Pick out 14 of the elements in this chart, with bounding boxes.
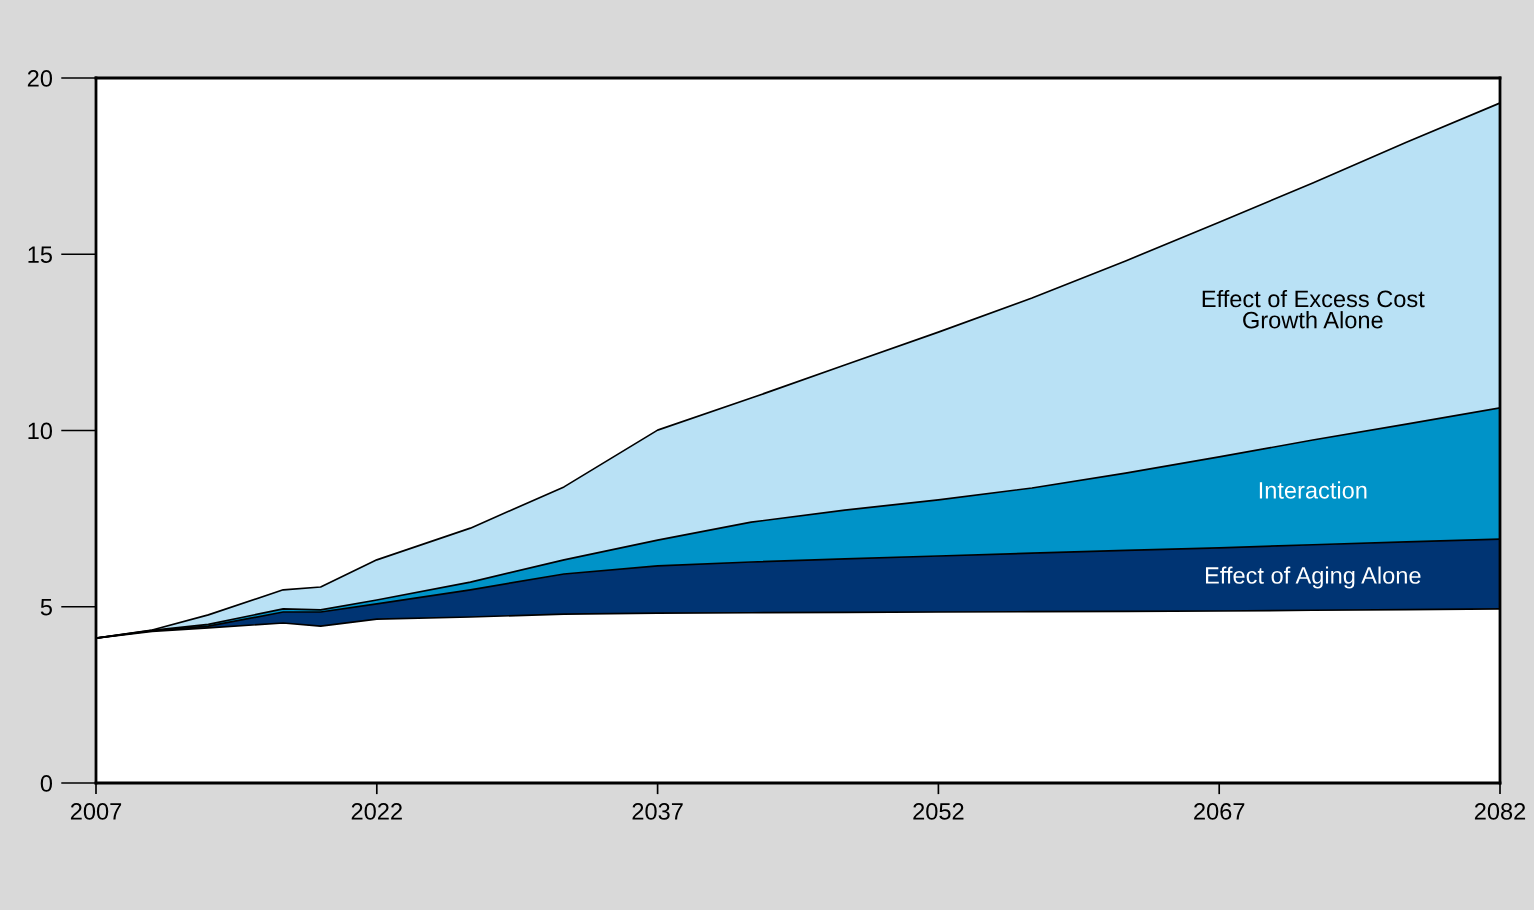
x-tick-label: 2022 bbox=[351, 803, 402, 820]
y-tick-label: 5 bbox=[40, 599, 52, 616]
x-tick-label: 2007 bbox=[70, 803, 122, 820]
x-tick-label: 2052 bbox=[913, 803, 964, 820]
x-tick-label: 2037 bbox=[632, 803, 683, 820]
x-tick-label: 2082 bbox=[1474, 803, 1526, 820]
y-tick-label: 0 bbox=[40, 775, 53, 792]
series-label: Effect of Excess Cost Growth Alone bbox=[1202, 289, 1425, 329]
x-tick-label: 2067 bbox=[1194, 803, 1245, 820]
series-label: Interaction bbox=[1259, 481, 1367, 499]
y-tick-label: 10 bbox=[28, 422, 53, 440]
y-tick-label: 15 bbox=[28, 246, 52, 264]
series-label: Effect of Aging Alone bbox=[1205, 566, 1421, 589]
y-tick-label: 20 bbox=[27, 70, 53, 87]
